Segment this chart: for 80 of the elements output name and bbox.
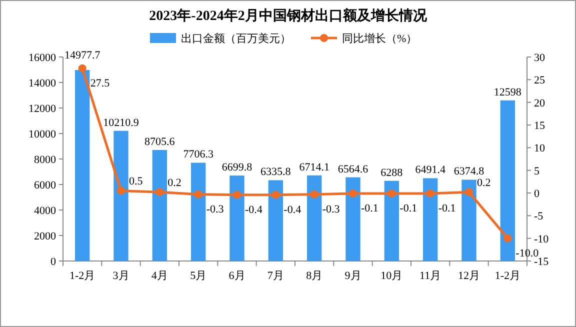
- bar: [462, 180, 476, 261]
- data-label: -0.3: [206, 203, 224, 216]
- x-tick-label: 3月: [112, 270, 130, 282]
- bar: [114, 130, 128, 261]
- point: [310, 190, 318, 198]
- x-tick-label: 12月: [458, 270, 480, 282]
- data-label: -0.1: [438, 202, 456, 214]
- x-tick-label: 4月: [151, 270, 168, 282]
- x-tick-label: 7月: [267, 270, 284, 282]
- data-label: -0.1: [361, 202, 378, 214]
- point: [194, 190, 202, 198]
- data-label: 6699.8: [222, 162, 253, 174]
- data-label: -0.1: [400, 202, 418, 214]
- y-tick-label: 4000: [34, 205, 56, 217]
- point: [465, 188, 473, 196]
- x-tick-label: 1-2月: [69, 270, 96, 282]
- bar: [152, 150, 168, 261]
- x-tick-label: 8月: [306, 270, 323, 282]
- bar: [230, 176, 244, 261]
- bar: [500, 100, 516, 261]
- data-label: 7706.3: [183, 148, 214, 161]
- point: [117, 186, 125, 195]
- y-tick-label: 10000: [28, 128, 56, 140]
- data-label: 10210.9: [103, 116, 140, 129]
- x-tick-label: 10月: [380, 270, 403, 282]
- y2-tick-label: -5: [534, 210, 544, 223]
- data-label: 6491.4: [415, 164, 446, 176]
- point: [388, 189, 396, 198]
- data-label: -0.4: [284, 204, 302, 216]
- bar: [190, 162, 206, 261]
- y-tick-label: 0: [50, 256, 56, 268]
- y2-tick-label: 0: [534, 188, 540, 200]
- x-tick-label: 9月: [344, 270, 362, 282]
- data-label: 6714.1: [299, 161, 330, 174]
- x-tick-label: 1-2月: [494, 270, 521, 282]
- x-tick-label: 5月: [190, 270, 207, 282]
- data-label: 0.5: [129, 176, 144, 188]
- y-tick-label: 12000: [28, 103, 56, 115]
- point: [78, 64, 86, 72]
- y-tick-label: 2000: [34, 230, 56, 242]
- y-tick-label: 6000: [34, 180, 56, 192]
- data-label: 12598: [494, 86, 522, 98]
- y-tick-label: 16000: [28, 52, 56, 64]
- data-label: 14977.7: [64, 49, 101, 62]
- y2-tick-label: 10: [534, 142, 546, 155]
- x-tick-label: 6月: [228, 270, 246, 282]
- point: [349, 189, 357, 198]
- data-label: -0.4: [245, 204, 263, 216]
- data-label: -0.3: [322, 203, 340, 216]
- y2-tick-label: 30: [534, 52, 546, 64]
- y2-tick-label: -10: [534, 233, 550, 246]
- bar: [422, 178, 438, 261]
- data-label: 8705.6: [144, 136, 176, 148]
- legend-label: 同比增长（%）: [342, 32, 418, 45]
- y2-tick-label: 15: [534, 120, 546, 132]
- point: [504, 234, 512, 242]
- data-label: 0.2: [168, 177, 182, 190]
- y2-tick-label: 20: [534, 97, 546, 110]
- data-label: 0.2: [477, 177, 491, 190]
- data-label: 27.5: [90, 77, 110, 90]
- data-label: 6374.8: [454, 166, 485, 178]
- bar: [74, 70, 90, 261]
- y2-tick-label: 5: [534, 165, 540, 178]
- data-label: 6564.6: [338, 163, 369, 176]
- point: [426, 189, 434, 198]
- legend-label: 出口金额（百万美元）: [181, 32, 291, 45]
- point: [272, 190, 280, 199]
- bar: [268, 180, 284, 261]
- y-tick-label: 8000: [34, 154, 56, 166]
- bar: [306, 175, 322, 261]
- x-tick-label: 11月: [420, 270, 442, 282]
- point: [156, 188, 164, 196]
- bar: [346, 177, 360, 261]
- point: [233, 190, 241, 199]
- y2-tick-label: 25: [534, 74, 546, 87]
- y-tick-label: 14000: [28, 78, 56, 90]
- chart-title: 2023年-2024年2月中国钢材出口额及增长情况: [149, 7, 428, 24]
- data-label: 6288: [380, 166, 404, 179]
- data-label: 6335.8: [260, 166, 292, 178]
- bar: [384, 180, 400, 261]
